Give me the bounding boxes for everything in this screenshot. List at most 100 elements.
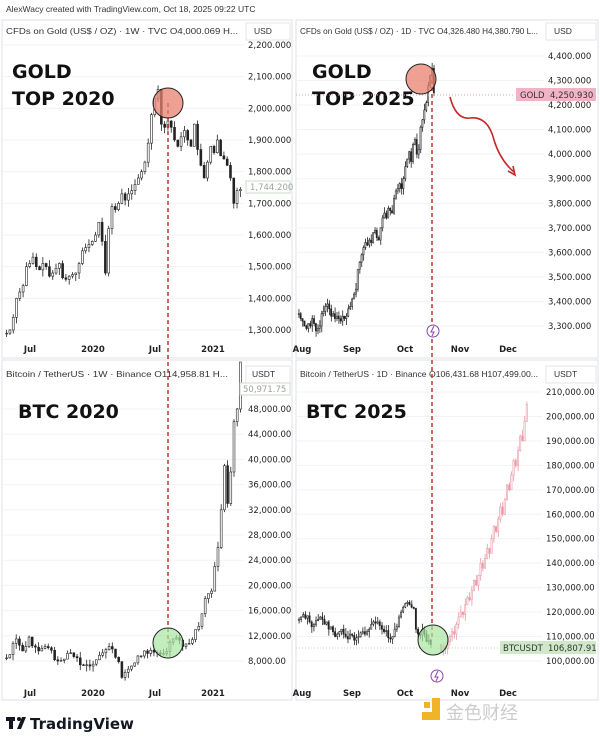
candle bbox=[336, 632, 339, 640]
panel-btc-2025[interactable]: 100,000.00 110,000.00 120,000.00 130,000.00… bbox=[293, 388, 595, 699]
x-tick-label: Sep bbox=[343, 345, 361, 355]
candle bbox=[223, 463, 226, 513]
x-tick-label: Jul bbox=[23, 689, 36, 699]
candle bbox=[5, 329, 8, 338]
candle bbox=[31, 252, 35, 265]
candle bbox=[66, 650, 69, 660]
watermark-logo-icon bbox=[422, 698, 440, 720]
candle bbox=[380, 621, 383, 635]
candle bbox=[366, 629, 368, 636]
candle bbox=[216, 134, 219, 154]
candle bbox=[421, 118, 424, 132]
candle bbox=[150, 112, 153, 150]
candle bbox=[393, 622, 396, 638]
candle bbox=[305, 324, 308, 331]
candle bbox=[359, 631, 362, 638]
arrow-head-icon bbox=[507, 165, 517, 177]
x-tick-label: 2021 bbox=[201, 345, 225, 355]
candle bbox=[61, 260, 64, 280]
candle bbox=[461, 611, 464, 619]
candle bbox=[470, 585, 473, 606]
candle bbox=[51, 270, 55, 280]
candle bbox=[404, 602, 407, 609]
panel-btc-2020[interactable]: 8,000.00 12,000.00 16,000.00 20,000.00 24,00… bbox=[2, 361, 291, 699]
candle bbox=[358, 260, 361, 274]
gold2025-header: CFDs on Gold (US$ / OZ) · 1D · TVC O4,32… bbox=[300, 26, 538, 36]
lightning-event-icon[interactable] bbox=[430, 669, 444, 683]
gold2025-symbol-tag: GOLD bbox=[520, 91, 545, 101]
candle bbox=[494, 525, 497, 534]
candle bbox=[391, 205, 393, 214]
candle bbox=[62, 658, 66, 664]
y-tick-label: 1,300.000 bbox=[248, 326, 291, 336]
btc2025-currency-box[interactable] bbox=[545, 365, 597, 384]
candle bbox=[361, 627, 364, 635]
candle bbox=[176, 139, 180, 148]
candle bbox=[117, 656, 120, 664]
candle bbox=[370, 618, 373, 630]
candle bbox=[59, 657, 63, 662]
candle bbox=[297, 617, 300, 624]
candle bbox=[186, 128, 189, 146]
y-tick-label: 3,700.000 bbox=[548, 224, 591, 234]
candle bbox=[402, 605, 405, 614]
tradingview-logo-icon bbox=[6, 717, 26, 729]
candle bbox=[344, 627, 347, 639]
candle bbox=[100, 217, 104, 246]
lightning-event-icon[interactable] bbox=[426, 324, 440, 338]
candle bbox=[346, 630, 349, 644]
candle bbox=[77, 261, 81, 280]
candle bbox=[457, 612, 460, 629]
candle bbox=[335, 311, 338, 322]
projection-arrow bbox=[449, 96, 515, 173]
gold2025-currency-box[interactable] bbox=[545, 22, 597, 41]
candle bbox=[387, 625, 390, 643]
candle bbox=[525, 401, 528, 423]
candle bbox=[353, 632, 356, 646]
watermark-text: 金色财经 bbox=[446, 703, 518, 724]
candle bbox=[212, 144, 216, 155]
candle bbox=[196, 120, 199, 156]
candle bbox=[133, 179, 137, 196]
y-tick-label: 24,000.00 bbox=[248, 556, 291, 566]
y-tick-label: 180,000.00 bbox=[546, 461, 595, 471]
candle bbox=[235, 187, 239, 209]
panel-gold-2020[interactable]: 1,300.000 1,400.000 1,500.000 1,600.000 1,70… bbox=[2, 41, 291, 355]
candle bbox=[455, 621, 458, 640]
candle bbox=[339, 315, 342, 324]
x-tick-label: Oct bbox=[397, 689, 413, 699]
candle bbox=[373, 227, 376, 235]
candle bbox=[406, 600, 409, 607]
candle bbox=[34, 643, 37, 654]
candle bbox=[91, 660, 95, 672]
y-tick-label: 3,900.000 bbox=[548, 175, 591, 185]
candle bbox=[499, 503, 502, 523]
gold2020-last-price-box bbox=[245, 180, 291, 194]
candle bbox=[448, 634, 451, 646]
candle bbox=[501, 502, 504, 517]
candle bbox=[25, 262, 28, 287]
candle bbox=[368, 627, 371, 638]
candle bbox=[459, 605, 462, 618]
gold2020-currency-box[interactable] bbox=[245, 22, 291, 41]
candle bbox=[97, 222, 101, 238]
candle bbox=[84, 243, 87, 254]
candle bbox=[389, 207, 391, 216]
y-tick-label: 210,000.00 bbox=[546, 388, 595, 398]
candle bbox=[406, 158, 409, 168]
candle bbox=[425, 100, 428, 113]
candle bbox=[127, 187, 130, 207]
candle bbox=[357, 630, 360, 644]
x-tick-label: Nov bbox=[451, 345, 470, 355]
y-tick-label: 3,400.000 bbox=[548, 297, 591, 307]
candle bbox=[72, 652, 76, 659]
candle bbox=[239, 187, 242, 198]
y-tick-label: 3,300.000 bbox=[548, 322, 591, 332]
candle bbox=[486, 543, 489, 560]
y-tick-label: 1,700.000 bbox=[248, 199, 291, 209]
candle bbox=[410, 147, 412, 168]
candle bbox=[391, 636, 394, 645]
gold2020-top-circle bbox=[152, 87, 184, 119]
candle bbox=[483, 553, 486, 569]
